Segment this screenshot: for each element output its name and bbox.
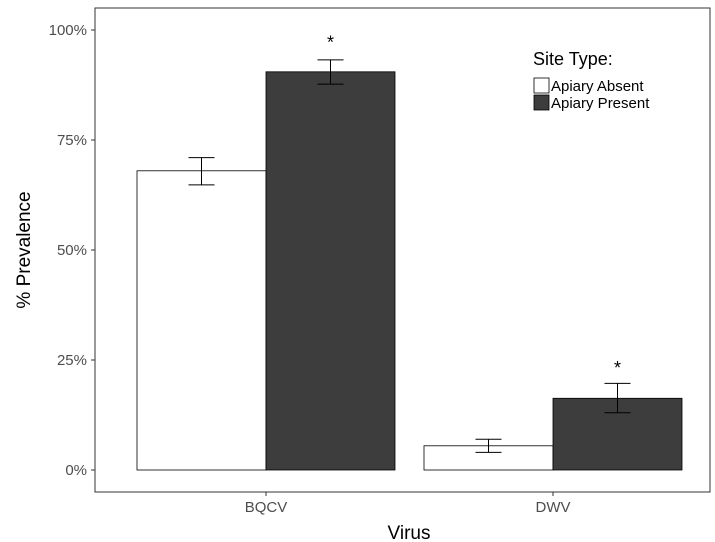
- x-axis: BQCV DWV: [245, 492, 571, 516]
- y-axis: 0% 25% 50% 75% 100%: [49, 22, 95, 479]
- bar-apiary-present-bqcv: [265, 71, 396, 471]
- annotations: **: [327, 32, 621, 378]
- y-tick-label: 100%: [49, 22, 87, 39]
- x-axis-title: Virus: [388, 523, 431, 542]
- y-tick-label: 0%: [65, 462, 87, 479]
- significance-star: *: [614, 358, 621, 378]
- significance-star: *: [327, 32, 334, 52]
- y-tick-label: 75%: [57, 132, 87, 149]
- y-tick-label: 25%: [57, 352, 87, 369]
- legend-label: Apiary Absent: [551, 78, 644, 95]
- bar-apiary-absent-bqcv: [136, 170, 267, 471]
- legend-swatch: [533, 77, 550, 94]
- x-tick-label: BQCV: [245, 499, 288, 516]
- legend-label: Apiary Present: [551, 95, 650, 112]
- legend-swatch: [533, 94, 550, 111]
- error-bars: [188, 59, 631, 453]
- x-tick-label: DWV: [536, 499, 571, 516]
- bars: [136, 71, 683, 471]
- legend-title: Site Type:: [533, 49, 613, 69]
- y-axis-title: % Prevalence: [14, 191, 35, 308]
- y-tick-label: 50%: [57, 242, 87, 259]
